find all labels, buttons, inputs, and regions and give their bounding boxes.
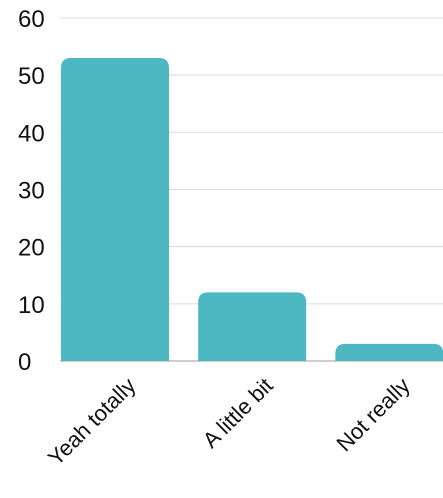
y-tick-label: 10 — [18, 292, 45, 319]
y-tick-label: 20 — [18, 235, 45, 262]
y-tick-label: 50 — [18, 63, 45, 90]
bar-yeah-totally — [61, 58, 169, 361]
x-axis-category-labels: Yeah totally A little bit Not really — [43, 373, 415, 471]
y-tick-label: 30 — [18, 178, 45, 205]
y-tick-label: 60 — [18, 6, 45, 33]
bar-not-really — [335, 344, 443, 361]
y-tick-label: 0 — [18, 349, 31, 376]
x-category-label: Not really — [331, 373, 414, 456]
bars — [61, 58, 443, 361]
y-tick-label: 40 — [18, 120, 45, 147]
y-axis-tick-labels: 0 10 20 30 40 50 60 — [18, 6, 45, 376]
bar-a-little-bit — [198, 292, 306, 361]
x-category-label: Yeah totally — [43, 373, 141, 471]
x-category-label: A little bit — [198, 373, 278, 453]
